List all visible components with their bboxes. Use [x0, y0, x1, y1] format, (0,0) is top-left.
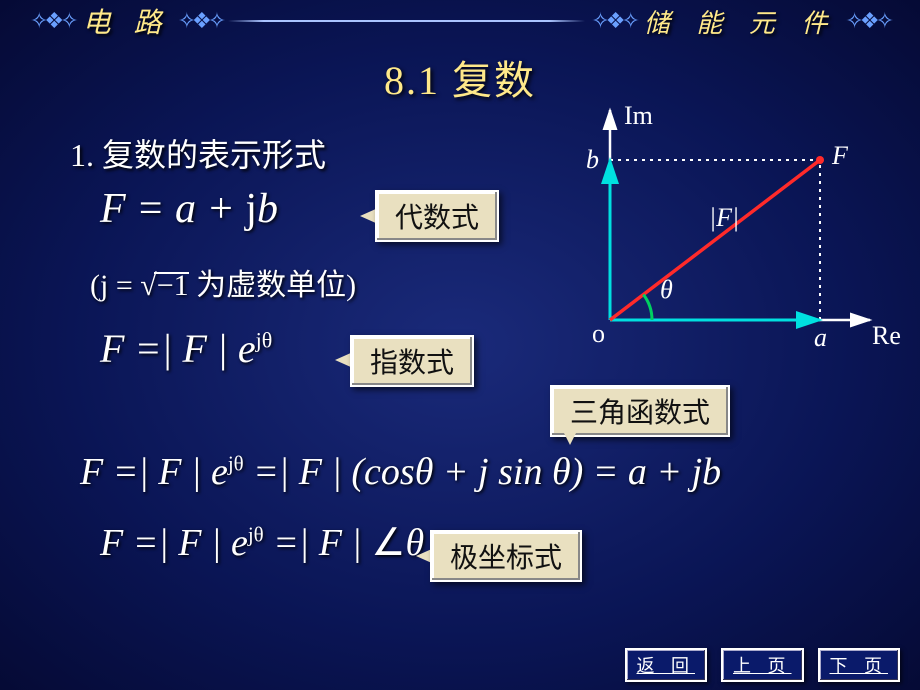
ornament-right: ✧❖✧	[591, 8, 636, 34]
label-polar: 极坐标式	[430, 530, 582, 582]
nav-back-button[interactable]: 返 回	[625, 648, 708, 682]
note-suffix: 为虚数单位)	[189, 269, 357, 302]
eq3-exp1: jθ	[228, 451, 244, 475]
eq3-s3: +	[433, 451, 478, 493]
header-bar: ✧❖✧ 电 路 ✧❖✧ ✧❖✧ 储 能 元 件 ✧❖✧	[0, 0, 920, 42]
nav-prev-button[interactable]: 上 页	[721, 648, 804, 682]
svg-text:θ: θ	[660, 275, 673, 304]
equation-algebraic: F = a + jb	[100, 185, 278, 233]
section-title: 8.1 复数	[0, 48, 920, 106]
ornament-right-2: ✧❖✧	[845, 8, 890, 34]
eq-plus: +	[196, 186, 245, 232]
eq4-s1: F =| F | e	[100, 522, 248, 564]
ornament-left-2: ✧❖✧	[178, 8, 223, 34]
eq2-F: F	[100, 326, 124, 371]
radical: √−1	[140, 269, 188, 303]
eq2-e: e	[238, 326, 256, 371]
footer-nav: 返 回 上 页 下 页	[625, 648, 901, 682]
nav-next-button[interactable]: 下 页	[818, 648, 901, 682]
eq3-s6: + j	[647, 451, 702, 493]
eq3-j: j	[478, 451, 489, 493]
equation-exponential: F =| F | ejθ	[100, 325, 272, 372]
header-left-title: 电 路	[75, 1, 178, 41]
svg-text:|F|: |F|	[709, 203, 739, 232]
equation-note: (j = √−1 为虚数单位)	[90, 260, 356, 304]
eq-a: a	[175, 186, 196, 232]
eq3-s5: ) =	[571, 451, 628, 493]
eq2-eq: =|	[124, 326, 182, 371]
svg-text:b: b	[586, 145, 599, 174]
eq4-s2: =| F |	[264, 522, 372, 564]
equation-trig: F =| F | ejθ =| F | (cosθ + j sin θ) = a…	[80, 450, 721, 494]
eq3-b: b	[702, 451, 721, 493]
eq3-th1: θ	[415, 451, 434, 493]
content-area: 1. 复数的表示形式 F = a + jb (j = √−1 为虚数单位) F …	[0, 100, 920, 660]
svg-text:a: a	[814, 323, 827, 352]
svg-text:F: F	[831, 141, 849, 170]
eq3-s1: F =| F | e	[80, 451, 228, 493]
eq4-ang: ∠	[371, 522, 405, 564]
eq-F: F	[100, 186, 126, 232]
eq3-s2: =| F | (cos	[244, 451, 415, 493]
svg-text:Re: Re	[872, 321, 901, 350]
eq3-th2: θ	[552, 451, 571, 493]
subtitle: 1. 复数的表示形式	[70, 130, 326, 176]
equation-polar: F =| F | ejθ =| F | ∠θ	[100, 520, 424, 565]
diagram-svg: ImRebaoF|F|θ	[550, 100, 890, 360]
eq2-F2: F	[182, 326, 206, 371]
eq4-exp1: jθ	[248, 522, 264, 546]
eq-j: j	[245, 186, 257, 232]
complex-plane-diagram: ImRebaoF|F|θ	[550, 100, 890, 360]
eq3-a: a	[628, 451, 647, 493]
label-exponential: 指数式	[350, 335, 474, 387]
svg-text:Im: Im	[624, 101, 653, 130]
svg-text:o: o	[592, 319, 605, 348]
header-rule	[228, 20, 585, 22]
eq3-s4: sin	[489, 451, 552, 493]
eq2-exp: jθ	[256, 328, 273, 353]
ornament-left: ✧❖✧	[30, 8, 75, 34]
callout-tail-trig	[560, 425, 580, 445]
eq-b: b	[257, 186, 278, 232]
header-right-title: 储 能 元 件	[636, 3, 846, 40]
eq2-bar: |	[207, 326, 238, 371]
note-prefix: (j =	[90, 269, 140, 302]
label-algebraic: 代数式	[375, 190, 499, 242]
eq-eq: =	[126, 186, 175, 232]
